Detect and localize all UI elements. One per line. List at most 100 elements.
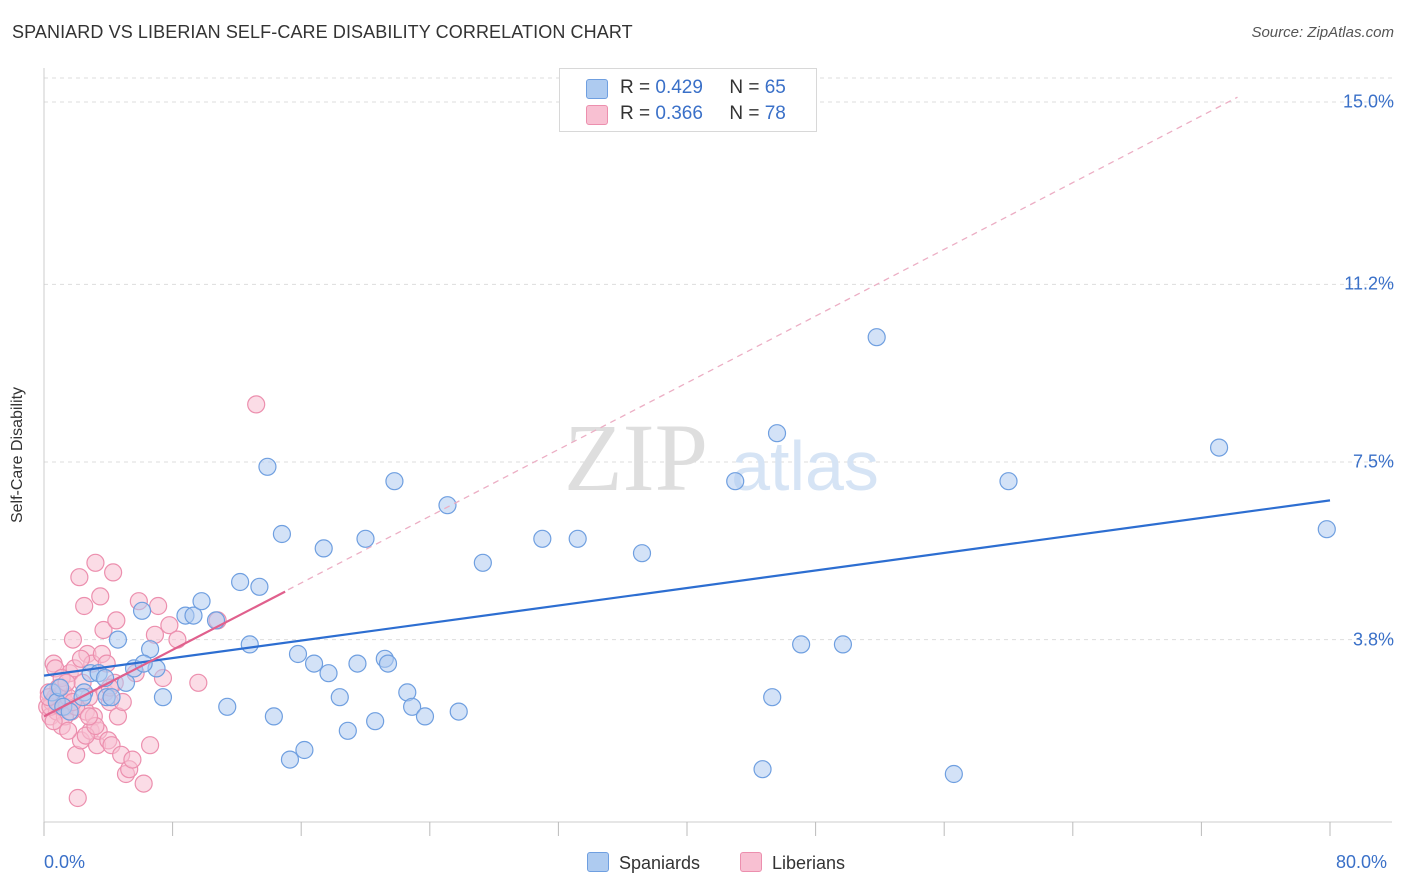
spaniards-point-39	[378, 654, 398, 673]
spaniards-point-8	[102, 688, 121, 707]
spaniards-point-54	[792, 635, 811, 654]
spaniards-point-40	[385, 472, 404, 491]
spaniards-point-36	[356, 529, 375, 548]
legend-r-label-liberians: R =	[620, 103, 651, 124]
spaniards-point-9	[108, 630, 128, 649]
spaniards-point-20	[218, 697, 237, 716]
spaniards-point-25	[264, 707, 283, 726]
liberians-point-58	[168, 630, 187, 649]
spaniards-point-22	[240, 635, 259, 654]
liberians-point-49	[123, 750, 142, 769]
liberians-point-52	[134, 774, 153, 793]
spaniards-point-46	[473, 553, 492, 572]
watermark: ZIP atlas	[564, 404, 879, 511]
spaniards-point-44	[438, 496, 457, 515]
spaniards-point-31	[314, 539, 333, 558]
spaniards-point-34	[338, 721, 357, 740]
y-tick-label-2: 11.2%	[1344, 273, 1394, 294]
spaniards-point-17	[184, 606, 203, 625]
y-axis-label: Self-Care Disability	[9, 386, 26, 524]
legend-n-value-spaniards: 65	[764, 77, 786, 98]
spaniards-point-55	[833, 635, 853, 654]
axes	[43, 68, 1392, 836]
spaniards-point-30	[304, 654, 324, 673]
spaniards-point-24	[258, 457, 277, 476]
watermark-zip: ZIP	[564, 404, 708, 511]
liberians-point-30	[86, 553, 105, 572]
spaniards-point-60	[1317, 520, 1336, 539]
spaniards-point-47	[533, 529, 552, 548]
spaniards-point-26	[272, 524, 292, 544]
legend-n-label-spaniards: N =	[729, 77, 760, 98]
legend: R = 0.429 N = 65 R = 0.366 N = 78	[559, 68, 817, 132]
legend-r-value-spaniards: 0.429	[655, 77, 703, 98]
legend-r-label-spaniards: R =	[620, 77, 651, 98]
bottom-legend-spaniards: Spaniards	[587, 852, 700, 874]
liberians-point-77	[79, 707, 99, 726]
liberians-point-16	[63, 630, 83, 649]
x-tick-label-max: 80.0%	[1336, 852, 1388, 872]
spaniards-point-12	[132, 601, 152, 620]
source-label: Source: ZipAtlas.com	[1251, 24, 1394, 41]
liberians-point-74	[71, 649, 91, 668]
liberians-point-57	[160, 616, 179, 635]
trend-lines	[43, 96, 1331, 718]
liberians-point-35	[94, 620, 113, 640]
spaniards-point-37	[366, 712, 385, 731]
liberians-point-66	[59, 721, 78, 740]
bottom-legend-liberians: Liberians	[740, 852, 845, 874]
liberians-point-41	[104, 563, 123, 582]
legend-r-value-liberians: 0.366	[655, 103, 703, 124]
spaniards-point-52	[763, 688, 782, 707]
spaniards-point-28	[288, 644, 308, 664]
spaniards-point-48	[568, 529, 587, 548]
grid-lines	[44, 77, 1392, 641]
spaniards-point-29	[295, 740, 314, 760]
spaniards-point-32	[319, 664, 338, 683]
data-points	[38, 328, 1336, 808]
chart-title: SPANIARD VS LIBERIAN SELF-CARE DISABILIT…	[12, 22, 633, 42]
spaniards-point-18	[192, 592, 211, 611]
bottom-legend-liberians-label: Liberians	[772, 853, 846, 873]
liberians-point-55	[149, 596, 168, 616]
liberians-trend-line	[43, 590, 286, 718]
y-tick-label-1: 7.5%	[1352, 451, 1394, 472]
liberians-point-53	[140, 736, 160, 755]
liberians-point-61	[247, 395, 266, 414]
spaniards-point-27	[280, 750, 300, 769]
liberians-point-75	[44, 712, 63, 731]
spaniards-point-50	[726, 472, 745, 491]
liberians-swatch	[586, 105, 608, 125]
spaniards-point-57	[944, 764, 963, 784]
bottom-legend-spaniards-label: Spaniards	[619, 853, 701, 873]
spaniards-point-64	[50, 678, 70, 697]
bottom-spaniards-swatch	[587, 852, 609, 872]
liberians-point-23	[75, 596, 94, 616]
legend-n-label-liberians: N =	[729, 103, 760, 124]
liberians-point-43	[107, 611, 126, 630]
spaniards-point-21	[231, 572, 250, 592]
spaniards-point-45	[449, 702, 468, 721]
spaniards-point-56	[867, 328, 886, 347]
spaniards-point-49	[632, 544, 652, 563]
spaniards-point-15	[153, 688, 173, 707]
spaniards-point-42	[403, 697, 422, 716]
spaniards-trend-line	[43, 499, 1331, 677]
watermark-atlas: atlas	[731, 427, 879, 505]
liberians-point-33	[91, 587, 110, 606]
spaniards-point-51	[753, 760, 772, 779]
spaniards-swatch	[586, 79, 608, 99]
y-tick-label-0: 3.8%	[1352, 629, 1394, 650]
spaniards-point-59	[1209, 438, 1229, 457]
spaniards-point-35	[348, 654, 367, 673]
liberians-point-59	[189, 673, 208, 692]
liberians-point-19	[68, 788, 87, 808]
spaniards-point-43	[415, 707, 435, 726]
bottom-liberians-swatch	[740, 852, 762, 872]
spaniards-point-58	[999, 472, 1018, 491]
spaniards-point-33	[330, 688, 349, 707]
x-tick-label-min: 0.0%	[44, 852, 86, 872]
legend-n-value-liberians: 78	[764, 103, 786, 124]
y-tick-label-3: 15.0%	[1342, 91, 1394, 112]
